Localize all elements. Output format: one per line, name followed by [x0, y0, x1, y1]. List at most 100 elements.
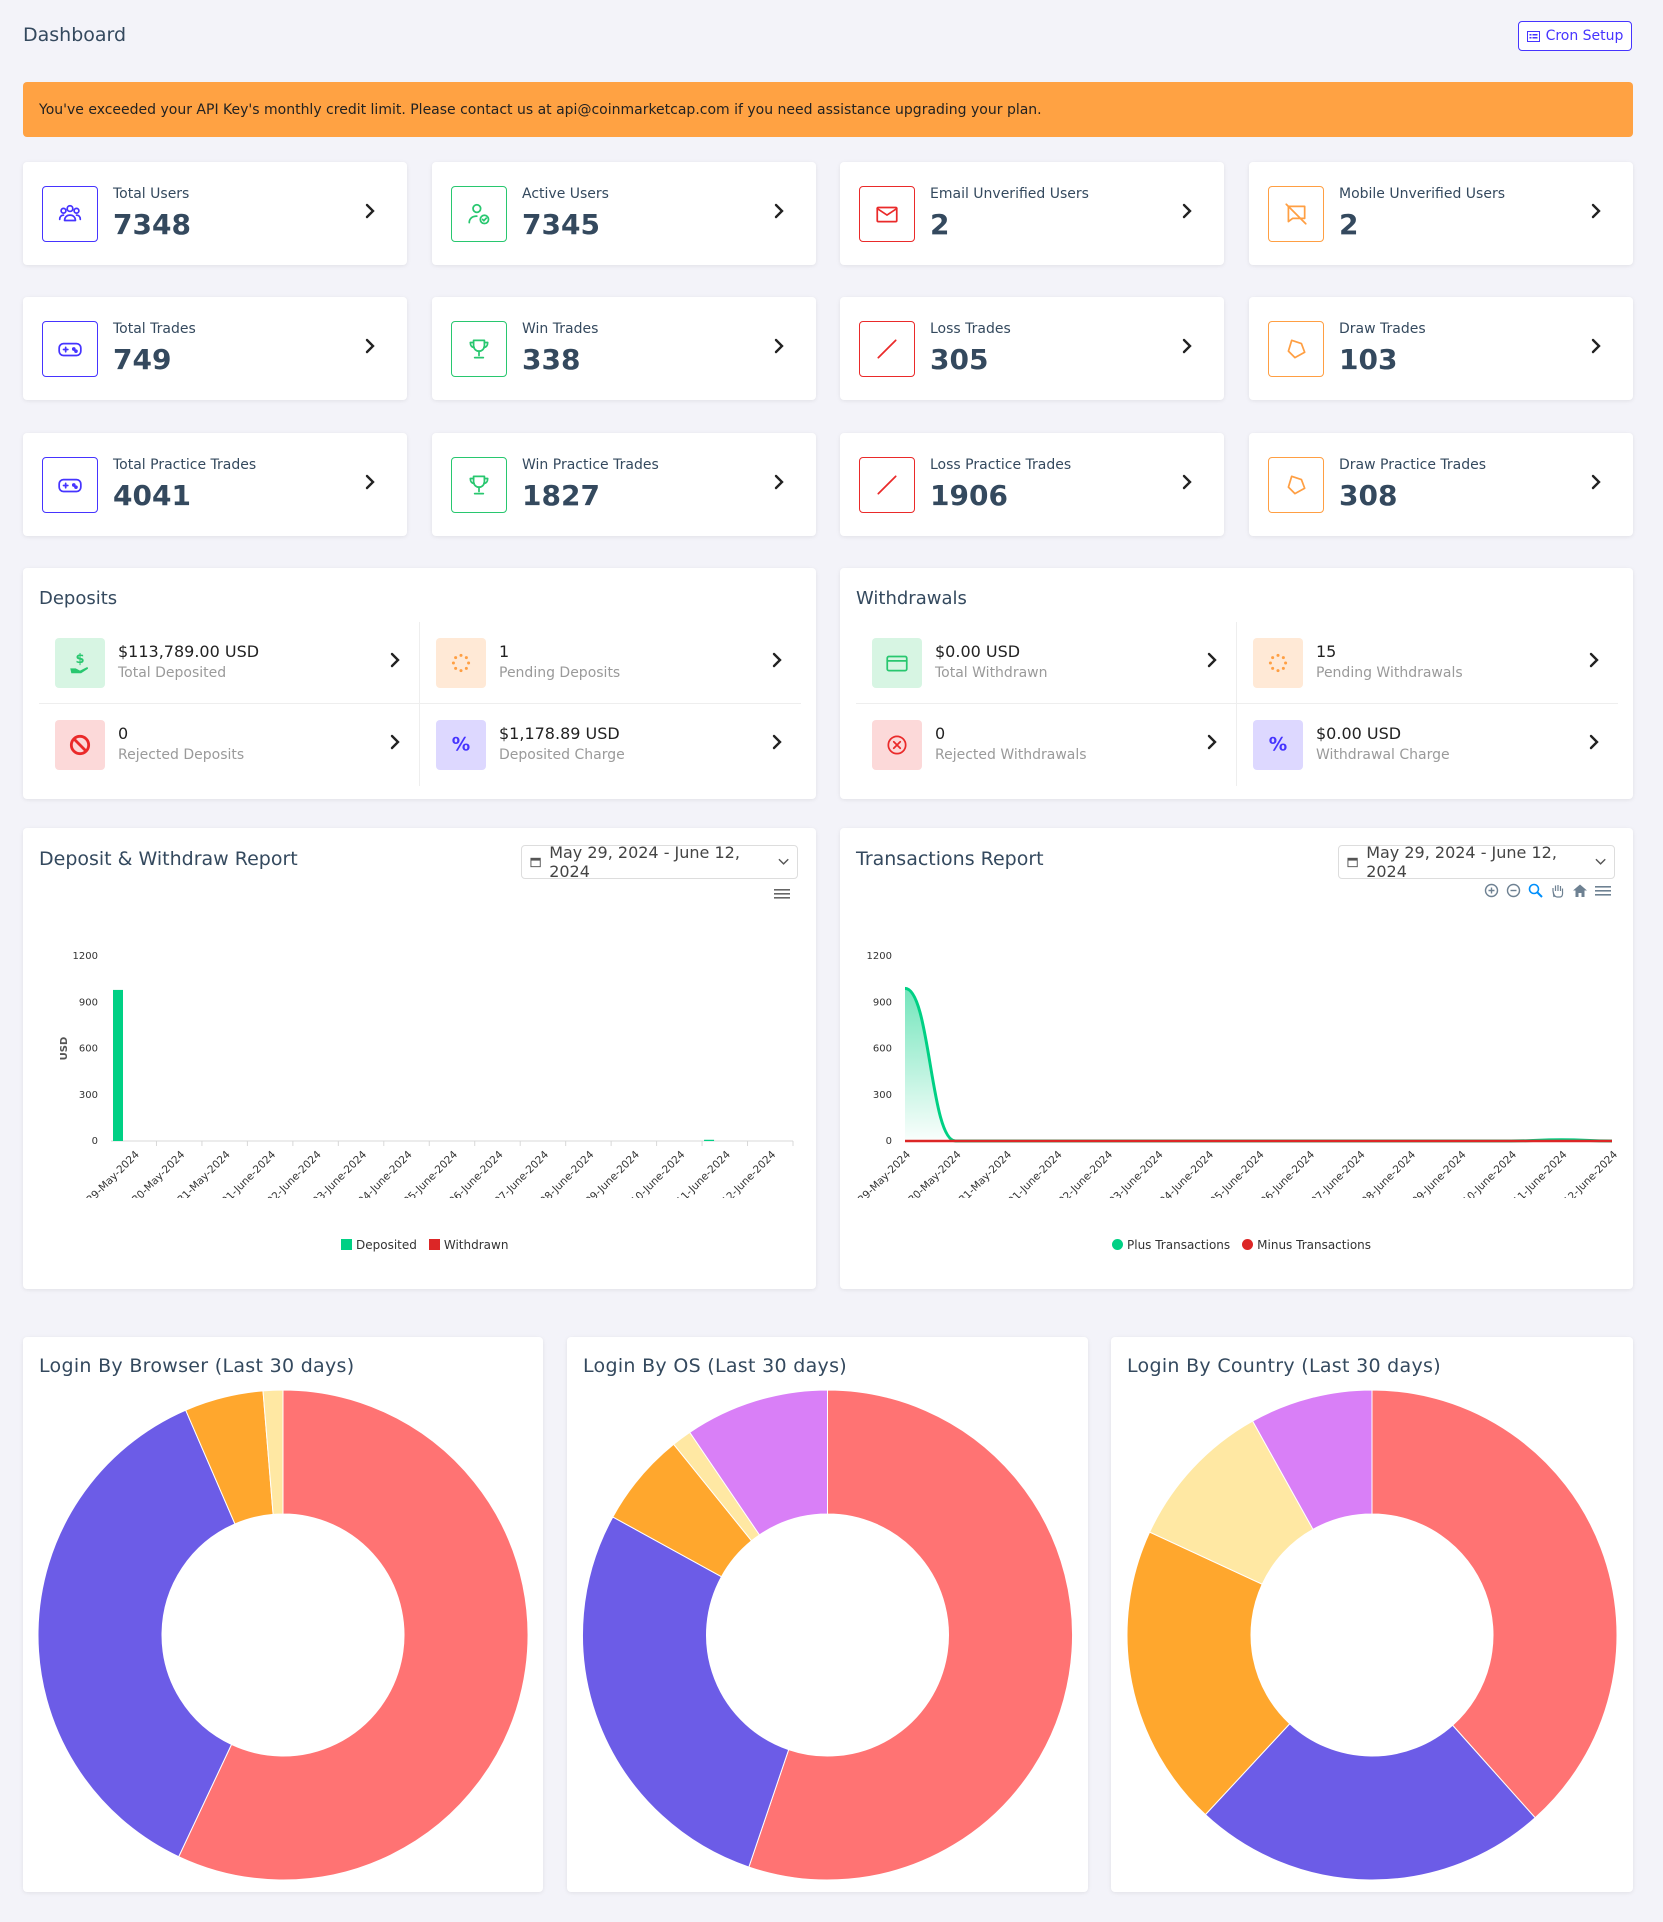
donut-slice[interactable] [689, 1389, 828, 1536]
x-tick-label: 06-June-2024 [1258, 1148, 1317, 1198]
item-arrow[interactable] [1588, 652, 1600, 672]
widget-value: 338 [522, 343, 581, 376]
item-arrow[interactable] [389, 734, 401, 754]
item-arrow[interactable] [389, 652, 401, 672]
selection-zoom-icon[interactable] [1528, 883, 1543, 898]
widget-view-arrow[interactable] [1585, 471, 1607, 493]
widget-view-arrow[interactable] [768, 200, 790, 222]
donut-slice[interactable] [582, 1516, 790, 1868]
x-tick-label: 29-May-2024 [856, 1148, 914, 1198]
deposits-item-total-deposited[interactable]: $ $113,789.00 USD Total Deposited [39, 622, 420, 704]
deposit-date-range-text: May 29, 2024 - June 12, 2024 [549, 843, 740, 881]
widget-total-trades: Total Trades 749 [23, 297, 407, 400]
widget-icon-box [1268, 186, 1324, 242]
item-arrow[interactable] [1588, 734, 1600, 754]
donut-slice[interactable] [1204, 1723, 1536, 1881]
withdrawals-item-rejected-withdrawals[interactable]: 0 Rejected Withdrawals [856, 704, 1237, 786]
pan-hand-icon[interactable] [1550, 883, 1565, 898]
widget-view-arrow[interactable] [359, 200, 381, 222]
deposit-date-range-picker[interactable]: May 29, 2024 - June 12, 2024 [521, 843, 798, 881]
widget-view-arrow[interactable] [1176, 335, 1198, 357]
zoom-in-icon[interactable] [1484, 883, 1499, 898]
donut-slice[interactable] [1371, 1389, 1618, 1819]
zoom-out-icon[interactable] [1506, 883, 1521, 898]
chevron-right-icon [365, 203, 375, 219]
widget-icon-box [451, 186, 507, 242]
transactions-date-range-picker[interactable]: May 29, 2024 - June 12, 2024 [1338, 843, 1615, 881]
bar-deposited[interactable] [704, 1139, 715, 1141]
legend-deposited[interactable]: Deposited [341, 1238, 417, 1252]
item-icon-box [55, 720, 105, 770]
deposits-item-deposited-charge[interactable]: % $1,178.89 USD Deposited Charge [420, 704, 801, 786]
bar-deposited[interactable] [113, 989, 123, 1141]
caret-down-icon [778, 858, 789, 865]
widget-value: 7345 [522, 208, 600, 241]
x-tick-label: 12-June-2024 [1561, 1148, 1620, 1198]
legend-withdrawn[interactable]: Withdrawn [428, 1238, 508, 1252]
chart-menu-icon[interactable] [1595, 885, 1611, 897]
widget-win-trades: Win Trades 338 [432, 297, 816, 400]
series-line-plus-transactions[interactable] [904, 986, 1613, 1143]
x-tick-label: 30-May-2024 [906, 1148, 964, 1198]
widget-view-arrow[interactable] [1585, 200, 1607, 222]
withdrawals-item-withdrawal-charge[interactable]: % $0.00 USD Withdrawal Charge [1237, 704, 1618, 786]
draw-polygon-icon [1287, 339, 1306, 359]
donut-slice[interactable] [748, 1389, 1073, 1881]
reset-home-icon[interactable] [1572, 883, 1588, 898]
widget-icon-box [451, 457, 507, 513]
item-arrow[interactable] [771, 734, 783, 754]
widget-label: Mobile Unverified Users [1339, 186, 1506, 202]
transactions-report-title: Transactions Report [856, 848, 1044, 870]
widget-label: Email Unverified Users [930, 186, 1089, 202]
donut-slice[interactable] [1126, 1531, 1291, 1816]
donut-slice[interactable] [262, 1389, 284, 1515]
widget-view-arrow[interactable] [1176, 471, 1198, 493]
legend-plus-transactions[interactable]: Plus Transactions [1112, 1238, 1230, 1252]
widget-view-arrow[interactable] [768, 335, 790, 357]
svg-text:%: % [452, 734, 470, 755]
widget-total-users: Total Users 7348 [23, 162, 407, 265]
widget-view-arrow[interactable] [768, 471, 790, 493]
item-arrow[interactable] [771, 652, 783, 672]
chevron-right-icon [1591, 338, 1601, 354]
deposit-chart-legend: Deposited Withdrawn [341, 1238, 508, 1252]
percent-icon: % [1269, 734, 1287, 755]
withdrawals-item-pending-withdrawals[interactable]: 15 Pending Withdrawals [1237, 622, 1618, 704]
withdrawals-item-total-withdrawn[interactable]: $0.00 USD Total Withdrawn [856, 622, 1237, 704]
chevron-right-icon [772, 652, 782, 668]
transactions-chart-legend: Plus Transactions Minus Transactions [1112, 1238, 1371, 1252]
chart-menu-icon[interactable] [774, 888, 790, 900]
donut-slice[interactable] [1251, 1389, 1373, 1531]
item-label: Total Withdrawn [935, 665, 1048, 681]
donut-slice[interactable] [178, 1389, 529, 1881]
item-arrow[interactable] [1206, 734, 1218, 754]
widget-view-arrow[interactable] [359, 471, 381, 493]
deposits-item-rejected-deposits[interactable]: 0 Rejected Deposits [39, 704, 420, 786]
item-arrow[interactable] [1206, 652, 1218, 672]
item-value: 0 [118, 724, 129, 743]
widget-icon-box [859, 457, 915, 513]
item-value: $0.00 USD [935, 642, 1021, 661]
widget-view-arrow[interactable] [1585, 335, 1607, 357]
x-tick-label: 29-May-2024 [84, 1148, 142, 1198]
item-icon-box [436, 638, 486, 688]
widget-view-arrow[interactable] [1176, 200, 1198, 222]
widget-total-practice-trades: Total Practice Trades 4041 [23, 433, 407, 536]
widget-view-arrow[interactable] [359, 335, 381, 357]
donut-slice[interactable] [37, 1409, 236, 1858]
login-by-country-title: Login By Country (Last 30 days) [1127, 1355, 1441, 1377]
legend-minus-transactions[interactable]: Minus Transactions [1242, 1238, 1371, 1252]
cron-setup-button[interactable]: Cron Setup [1518, 21, 1632, 51]
hand-holding-dollar-icon: $ [70, 652, 89, 674]
widget-value: 7348 [113, 208, 191, 241]
y-tick-label: 0 [92, 1136, 98, 1147]
x-tick-label: 01-June-2024 [1006, 1148, 1065, 1198]
widget-value: 749 [113, 343, 172, 376]
y-tick-label: 900 [79, 997, 98, 1008]
x-tick-label: 03-June-2024 [1107, 1148, 1166, 1198]
widget-label: Win Practice Trades [522, 457, 659, 473]
deposits-item-pending-deposits[interactable]: 1 Pending Deposits [420, 622, 801, 704]
spinner-icon [451, 653, 471, 673]
widget-icon-box [42, 321, 98, 377]
widget-email-unverified-users: Email Unverified Users 2 [840, 162, 1224, 265]
